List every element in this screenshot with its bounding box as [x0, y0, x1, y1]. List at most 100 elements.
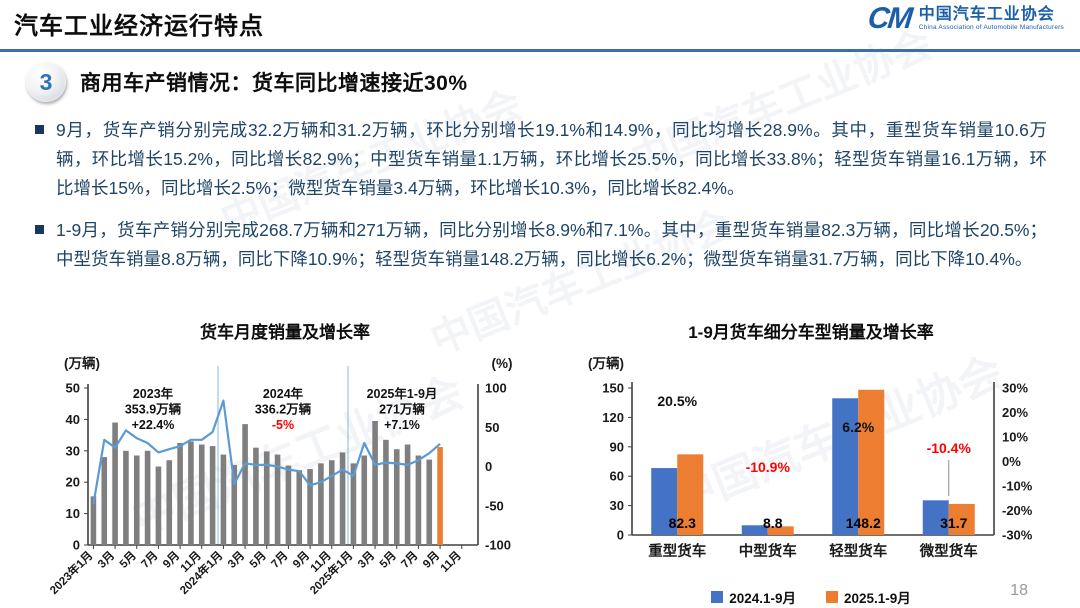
- right-axis-tick-label: 20%: [1002, 405, 1028, 420]
- sales-bar: [242, 424, 248, 545]
- annotation-text: +22.4%: [132, 418, 175, 432]
- sales-bar: [188, 441, 194, 545]
- charts-area: 货车月度销量及增长率 (万辆) (%) 0 10 20 30 40 50 100 50 0 -50 -1…: [0, 318, 1080, 608]
- chart-title: 货车月度销量及增长率: [200, 323, 370, 342]
- bar-2025: [767, 526, 794, 535]
- x-axis-tick-label: 5月: [377, 549, 399, 571]
- section-number-badge: 3: [26, 62, 66, 102]
- category-label: 轻型货车: [829, 542, 887, 560]
- chart-legend: 2024.1-9月 2025.1-9月: [566, 587, 1056, 607]
- bar-2024: [832, 398, 859, 535]
- right-axis-tick-label: 50: [485, 420, 499, 435]
- sales-bar: [426, 459, 433, 545]
- x-axis-tick-label: 5月: [117, 549, 139, 571]
- growth-label: 6.2%: [842, 419, 874, 435]
- sales-bar: [437, 447, 443, 545]
- value-label: 31.7: [940, 515, 967, 531]
- bullet-item: 1-9月，货车产销分别完成268.7万辆和271万辆，同比分别增长8.9%和7.…: [35, 216, 1047, 274]
- monthly-sales-chart: 货车月度销量及增长率 (万辆) (%) 0 10 20 30 40 50 100 50 0 -50 -1…: [30, 318, 540, 607]
- bar-2025: [948, 503, 975, 535]
- right-axis-tick-label: 100: [485, 381, 507, 396]
- y-axis-tick-label: 0: [617, 528, 624, 543]
- bar-2024: [922, 500, 949, 535]
- caam-logo: CM 中国汽车工业协会 China Association of Automob…: [866, 2, 1064, 35]
- y-axis-tick-label: 60: [610, 469, 624, 484]
- annotation-text: 2023年: [133, 386, 174, 401]
- bullet-square-icon: [35, 225, 44, 234]
- category-label: 中型货车: [739, 542, 797, 560]
- sales-bar: [231, 464, 238, 545]
- legend-item: 2024.1-9月: [711, 587, 796, 607]
- sales-bar: [296, 470, 303, 545]
- x-axis-tick-label: 3月: [355, 549, 377, 571]
- right-axis-tick-label: 30%: [1002, 381, 1028, 396]
- y-axis-tick-label: 150: [602, 381, 624, 396]
- right-axis-tick-label: -50: [485, 498, 504, 513]
- bullet-list: 9月，货车产销分别完成32.2万辆和31.2万辆，环比分别增长19.1%和14.…: [35, 116, 1047, 287]
- logo-name-cn: 中国汽车工业协会: [918, 6, 1055, 24]
- left-axis-unit-label: (万辆): [64, 355, 100, 371]
- sales-bar: [220, 454, 227, 545]
- sales-bar: [361, 455, 368, 545]
- right-axis-tick-label: 10%: [1002, 430, 1028, 445]
- right-axis-unit-label: (%): [492, 356, 513, 371]
- sales-bar: [285, 465, 292, 545]
- bullet-text: 1-9月，货车产销分别完成268.7万辆和271万辆，同比分别增长8.9%和7.…: [56, 220, 1047, 269]
- bar-2024: [741, 525, 768, 535]
- growth-label: 20.5%: [657, 393, 697, 409]
- sales-bar: [263, 451, 270, 545]
- value-label: 82.3: [669, 515, 696, 531]
- sales-bar: [155, 466, 162, 545]
- annotation-text: -5%: [272, 418, 294, 432]
- y-axis-tick-label: 30: [66, 443, 80, 458]
- legend-item: 2025.1-9月: [826, 587, 911, 607]
- x-axis-tick-label: 3月: [95, 549, 117, 571]
- growth-label: -10.4%: [927, 440, 972, 456]
- y-axis-tick-label: 20: [66, 475, 80, 490]
- legend-swatch-2024: [711, 591, 724, 603]
- y-axis-tick-label: 120: [602, 410, 624, 425]
- annotation-text: +7.1%: [384, 418, 420, 432]
- x-axis-tick-label: 2023年1月: [47, 548, 96, 597]
- sales-bar: [209, 446, 216, 545]
- sales-bar: [123, 450, 129, 545]
- monthly-sales-chart-canvas: (万辆) (%) 0 10 20 30 40 50 100 50 0 -50 -100 2023年353.…: [47, 355, 513, 597]
- category-label: 微型货车: [919, 542, 978, 560]
- page-title: 汽车工业经济运行特点: [14, 13, 264, 40]
- annotation-text: 336.2万辆: [255, 402, 312, 417]
- sales-bar: [383, 439, 389, 545]
- sales-bar: [101, 457, 108, 545]
- sales-bar: [350, 463, 357, 545]
- y-axis-tick-label: 30: [610, 498, 624, 513]
- sales-bar: [415, 455, 422, 545]
- value-label: 148.2: [846, 515, 881, 531]
- growth-label: -10.9%: [746, 459, 791, 475]
- section-heading: 3 商用车产销情况：货车同比增速接近30%: [26, 62, 468, 102]
- annotation-text: 353.9万辆: [125, 402, 182, 417]
- bullet-square-icon: [35, 125, 44, 134]
- bullet-item: 9月，货车产销分别完成32.2万辆和31.2万辆，环比分别增长19.1%和14.…: [35, 116, 1047, 203]
- sales-bar: [393, 449, 400, 545]
- header: 汽车工业经济运行特点 CM 中国汽车工业协会 China Association…: [0, 0, 1080, 50]
- sales-bar: [253, 447, 259, 545]
- y-axis-tick-label: 50: [66, 381, 80, 396]
- right-axis-tick-label: 0: [485, 459, 492, 474]
- y-axis-tick-label: 40: [66, 412, 80, 427]
- y-axis-tick-label: 0: [73, 538, 80, 553]
- right-axis-tick-label: -10%: [1002, 479, 1033, 494]
- sales-bar: [133, 455, 140, 545]
- value-label: 8.8: [763, 515, 783, 531]
- annotation-text: 2025年1-9月: [367, 386, 438, 401]
- right-axis-tick-label: -100: [485, 538, 511, 553]
- annotation-text: 2024年: [263, 386, 304, 401]
- sales-bar: [177, 442, 183, 545]
- x-axis-tick-label: 5月: [247, 549, 269, 571]
- growth-line: [92, 399, 441, 505]
- section-title-main: 商用车产销情况：: [80, 72, 252, 95]
- bullet-text: 9月，货车产销分别完成32.2万辆和31.2万辆，环比分别增长19.1%和14.…: [56, 120, 1047, 198]
- sales-bar: [318, 463, 324, 545]
- logo-name-en: China Association of Automobile Manufact…: [918, 24, 1064, 32]
- right-axis-tick-label: 0%: [1002, 454, 1021, 469]
- x-axis-tick-label: 7月: [399, 549, 421, 571]
